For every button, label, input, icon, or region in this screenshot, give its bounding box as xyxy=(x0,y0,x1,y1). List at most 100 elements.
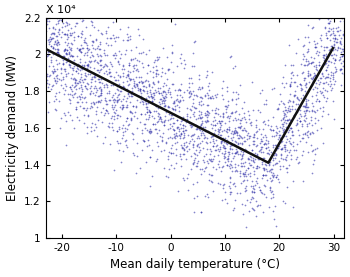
Point xyxy=(337,9,343,13)
Point xyxy=(302,113,308,117)
Point xyxy=(80,17,86,22)
Point xyxy=(254,136,260,141)
Point xyxy=(46,53,51,57)
Point xyxy=(276,159,282,163)
Point xyxy=(58,71,64,75)
Point xyxy=(115,59,121,63)
Point xyxy=(155,113,160,118)
Point xyxy=(178,132,184,137)
Point xyxy=(118,86,124,90)
Point xyxy=(75,71,80,75)
Point xyxy=(57,42,62,46)
Point xyxy=(210,139,216,143)
Point xyxy=(97,62,103,67)
Point xyxy=(78,71,84,76)
Point xyxy=(54,34,60,38)
Point xyxy=(289,126,294,130)
Point xyxy=(79,63,84,67)
Point xyxy=(150,122,156,126)
Point xyxy=(271,158,276,162)
Point xyxy=(64,51,69,55)
Point xyxy=(241,100,247,104)
Point xyxy=(315,53,321,57)
Point xyxy=(300,104,306,109)
Point xyxy=(228,159,234,163)
Point xyxy=(97,80,103,84)
Point xyxy=(193,127,198,131)
Point xyxy=(204,103,210,108)
Point xyxy=(214,106,219,110)
Point xyxy=(175,99,181,104)
Point xyxy=(196,127,202,131)
Point xyxy=(303,82,309,86)
Point xyxy=(121,66,127,71)
Point xyxy=(284,114,289,118)
Point xyxy=(240,128,245,132)
Point xyxy=(85,46,90,50)
Point xyxy=(67,92,73,96)
Point xyxy=(52,94,57,98)
Point xyxy=(240,161,246,166)
Point xyxy=(320,93,326,97)
Point xyxy=(112,103,118,107)
Point xyxy=(317,36,323,40)
Point xyxy=(129,111,135,116)
Point xyxy=(74,83,79,88)
Point xyxy=(148,129,154,134)
Point xyxy=(78,50,84,55)
Point xyxy=(205,115,210,119)
Point xyxy=(188,134,194,138)
Point xyxy=(155,89,160,93)
Point xyxy=(329,73,334,77)
Point xyxy=(46,99,51,104)
Point xyxy=(145,101,151,105)
Point xyxy=(198,131,204,135)
Point xyxy=(260,127,266,131)
Point xyxy=(46,85,51,89)
Point xyxy=(78,50,83,54)
Point xyxy=(195,134,200,138)
Point xyxy=(334,37,340,41)
Point xyxy=(270,195,275,199)
Point xyxy=(149,99,155,103)
Point xyxy=(220,114,225,118)
Point xyxy=(282,118,287,123)
Point xyxy=(54,16,60,20)
Point xyxy=(93,125,98,129)
Point xyxy=(190,161,196,165)
Point xyxy=(216,161,221,166)
Point xyxy=(129,94,135,99)
Point xyxy=(91,70,97,75)
Point xyxy=(138,97,144,101)
Point xyxy=(57,16,62,20)
Point xyxy=(139,127,145,132)
Point xyxy=(88,104,94,108)
Point xyxy=(288,118,294,122)
Point xyxy=(189,137,195,141)
Point xyxy=(55,38,60,42)
Point xyxy=(316,17,322,21)
Point xyxy=(253,179,259,183)
Point xyxy=(49,37,54,42)
Point xyxy=(146,130,152,134)
Point xyxy=(125,73,131,77)
Point xyxy=(66,50,72,54)
Point xyxy=(319,90,325,94)
Point xyxy=(156,55,162,59)
Point xyxy=(226,128,232,132)
Point xyxy=(326,7,331,12)
Point xyxy=(63,83,69,88)
Point xyxy=(308,55,314,59)
Point xyxy=(113,91,118,96)
Point xyxy=(138,165,143,170)
Point xyxy=(287,117,292,122)
Point xyxy=(145,63,150,67)
Point xyxy=(330,52,335,57)
Point xyxy=(292,107,298,111)
Point xyxy=(342,19,347,23)
Point xyxy=(238,125,243,130)
Point xyxy=(253,143,259,148)
Point xyxy=(254,176,259,180)
Point xyxy=(242,116,248,121)
Point xyxy=(223,129,229,134)
